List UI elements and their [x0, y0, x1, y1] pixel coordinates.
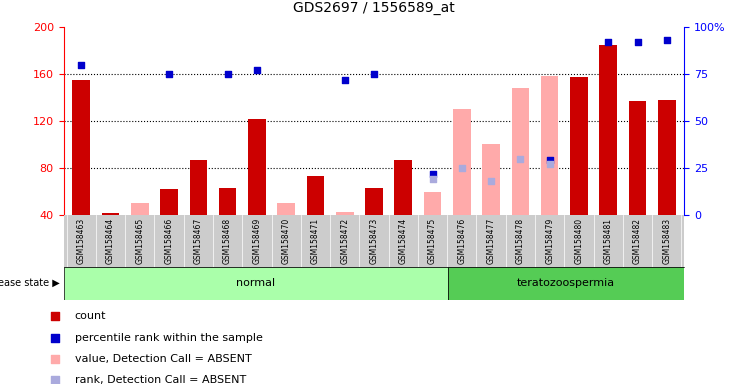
Text: GSM158480: GSM158480 [574, 218, 583, 264]
Bar [248, 119, 266, 215]
Bar [160, 189, 178, 215]
Bar [599, 45, 617, 215]
Point [426, 176, 438, 182]
Bar [307, 176, 324, 215]
Point [163, 71, 175, 77]
Bar [629, 101, 646, 215]
Bar [394, 160, 412, 215]
Bar [336, 212, 354, 215]
Point [631, 39, 643, 45]
Text: GSM158464: GSM158464 [106, 218, 115, 264]
Text: value, Detection Call = ABSENT: value, Detection Call = ABSENT [75, 354, 251, 364]
Point [49, 334, 61, 341]
Bar [278, 203, 295, 215]
Text: GSM158470: GSM158470 [282, 218, 291, 264]
Text: GSM158473: GSM158473 [370, 218, 378, 264]
Text: normal: normal [236, 278, 275, 288]
Text: GSM158471: GSM158471 [311, 218, 320, 264]
Point [49, 313, 61, 319]
Bar [453, 109, 470, 215]
Bar [102, 213, 119, 215]
Point [456, 165, 468, 171]
Point [368, 71, 380, 77]
Bar [424, 192, 441, 215]
Text: GSM158467: GSM158467 [194, 218, 203, 264]
Text: GSM158481: GSM158481 [604, 218, 613, 264]
Point [75, 61, 87, 68]
Point [221, 71, 233, 77]
Bar [482, 144, 500, 215]
Text: GSM158465: GSM158465 [135, 218, 144, 264]
Text: GSM158475: GSM158475 [428, 218, 437, 264]
Text: GDS2697 / 1556589_at: GDS2697 / 1556589_at [293, 2, 455, 15]
Bar [541, 76, 559, 215]
Bar [218, 188, 236, 215]
Point [515, 156, 527, 162]
Text: GSM158468: GSM158468 [223, 218, 232, 264]
Bar [570, 78, 588, 215]
Point [339, 76, 351, 83]
Point [485, 178, 497, 184]
Point [544, 157, 556, 164]
Bar [64, 267, 448, 300]
Bar [512, 88, 529, 215]
Text: GSM158477: GSM158477 [487, 218, 496, 264]
Text: GSM158474: GSM158474 [399, 218, 408, 264]
Point [661, 37, 673, 43]
Text: GSM158472: GSM158472 [340, 218, 349, 264]
Bar [658, 100, 675, 215]
Point [49, 377, 61, 383]
Bar [73, 80, 90, 215]
Text: percentile rank within the sample: percentile rank within the sample [75, 333, 263, 343]
Text: GSM158479: GSM158479 [545, 218, 554, 264]
Text: GSM158483: GSM158483 [662, 218, 672, 264]
Point [251, 67, 263, 73]
Text: GSM158469: GSM158469 [252, 218, 261, 264]
Text: GSM158463: GSM158463 [76, 218, 86, 264]
Bar [131, 203, 149, 215]
Text: disease state ▶: disease state ▶ [0, 278, 60, 288]
Text: rank, Detection Call = ABSENT: rank, Detection Call = ABSENT [75, 375, 246, 384]
Point [426, 170, 438, 177]
Text: GSM158466: GSM158466 [165, 218, 174, 264]
Bar [448, 267, 684, 300]
Text: GSM158482: GSM158482 [633, 218, 642, 264]
Text: GSM158478: GSM158478 [516, 218, 525, 264]
Text: teratozoospermia: teratozoospermia [517, 278, 615, 288]
Point [544, 161, 556, 167]
Point [49, 356, 61, 362]
Bar [365, 188, 383, 215]
Text: count: count [75, 311, 106, 321]
Point [602, 39, 614, 45]
Text: GSM158476: GSM158476 [457, 218, 466, 264]
Bar [189, 160, 207, 215]
